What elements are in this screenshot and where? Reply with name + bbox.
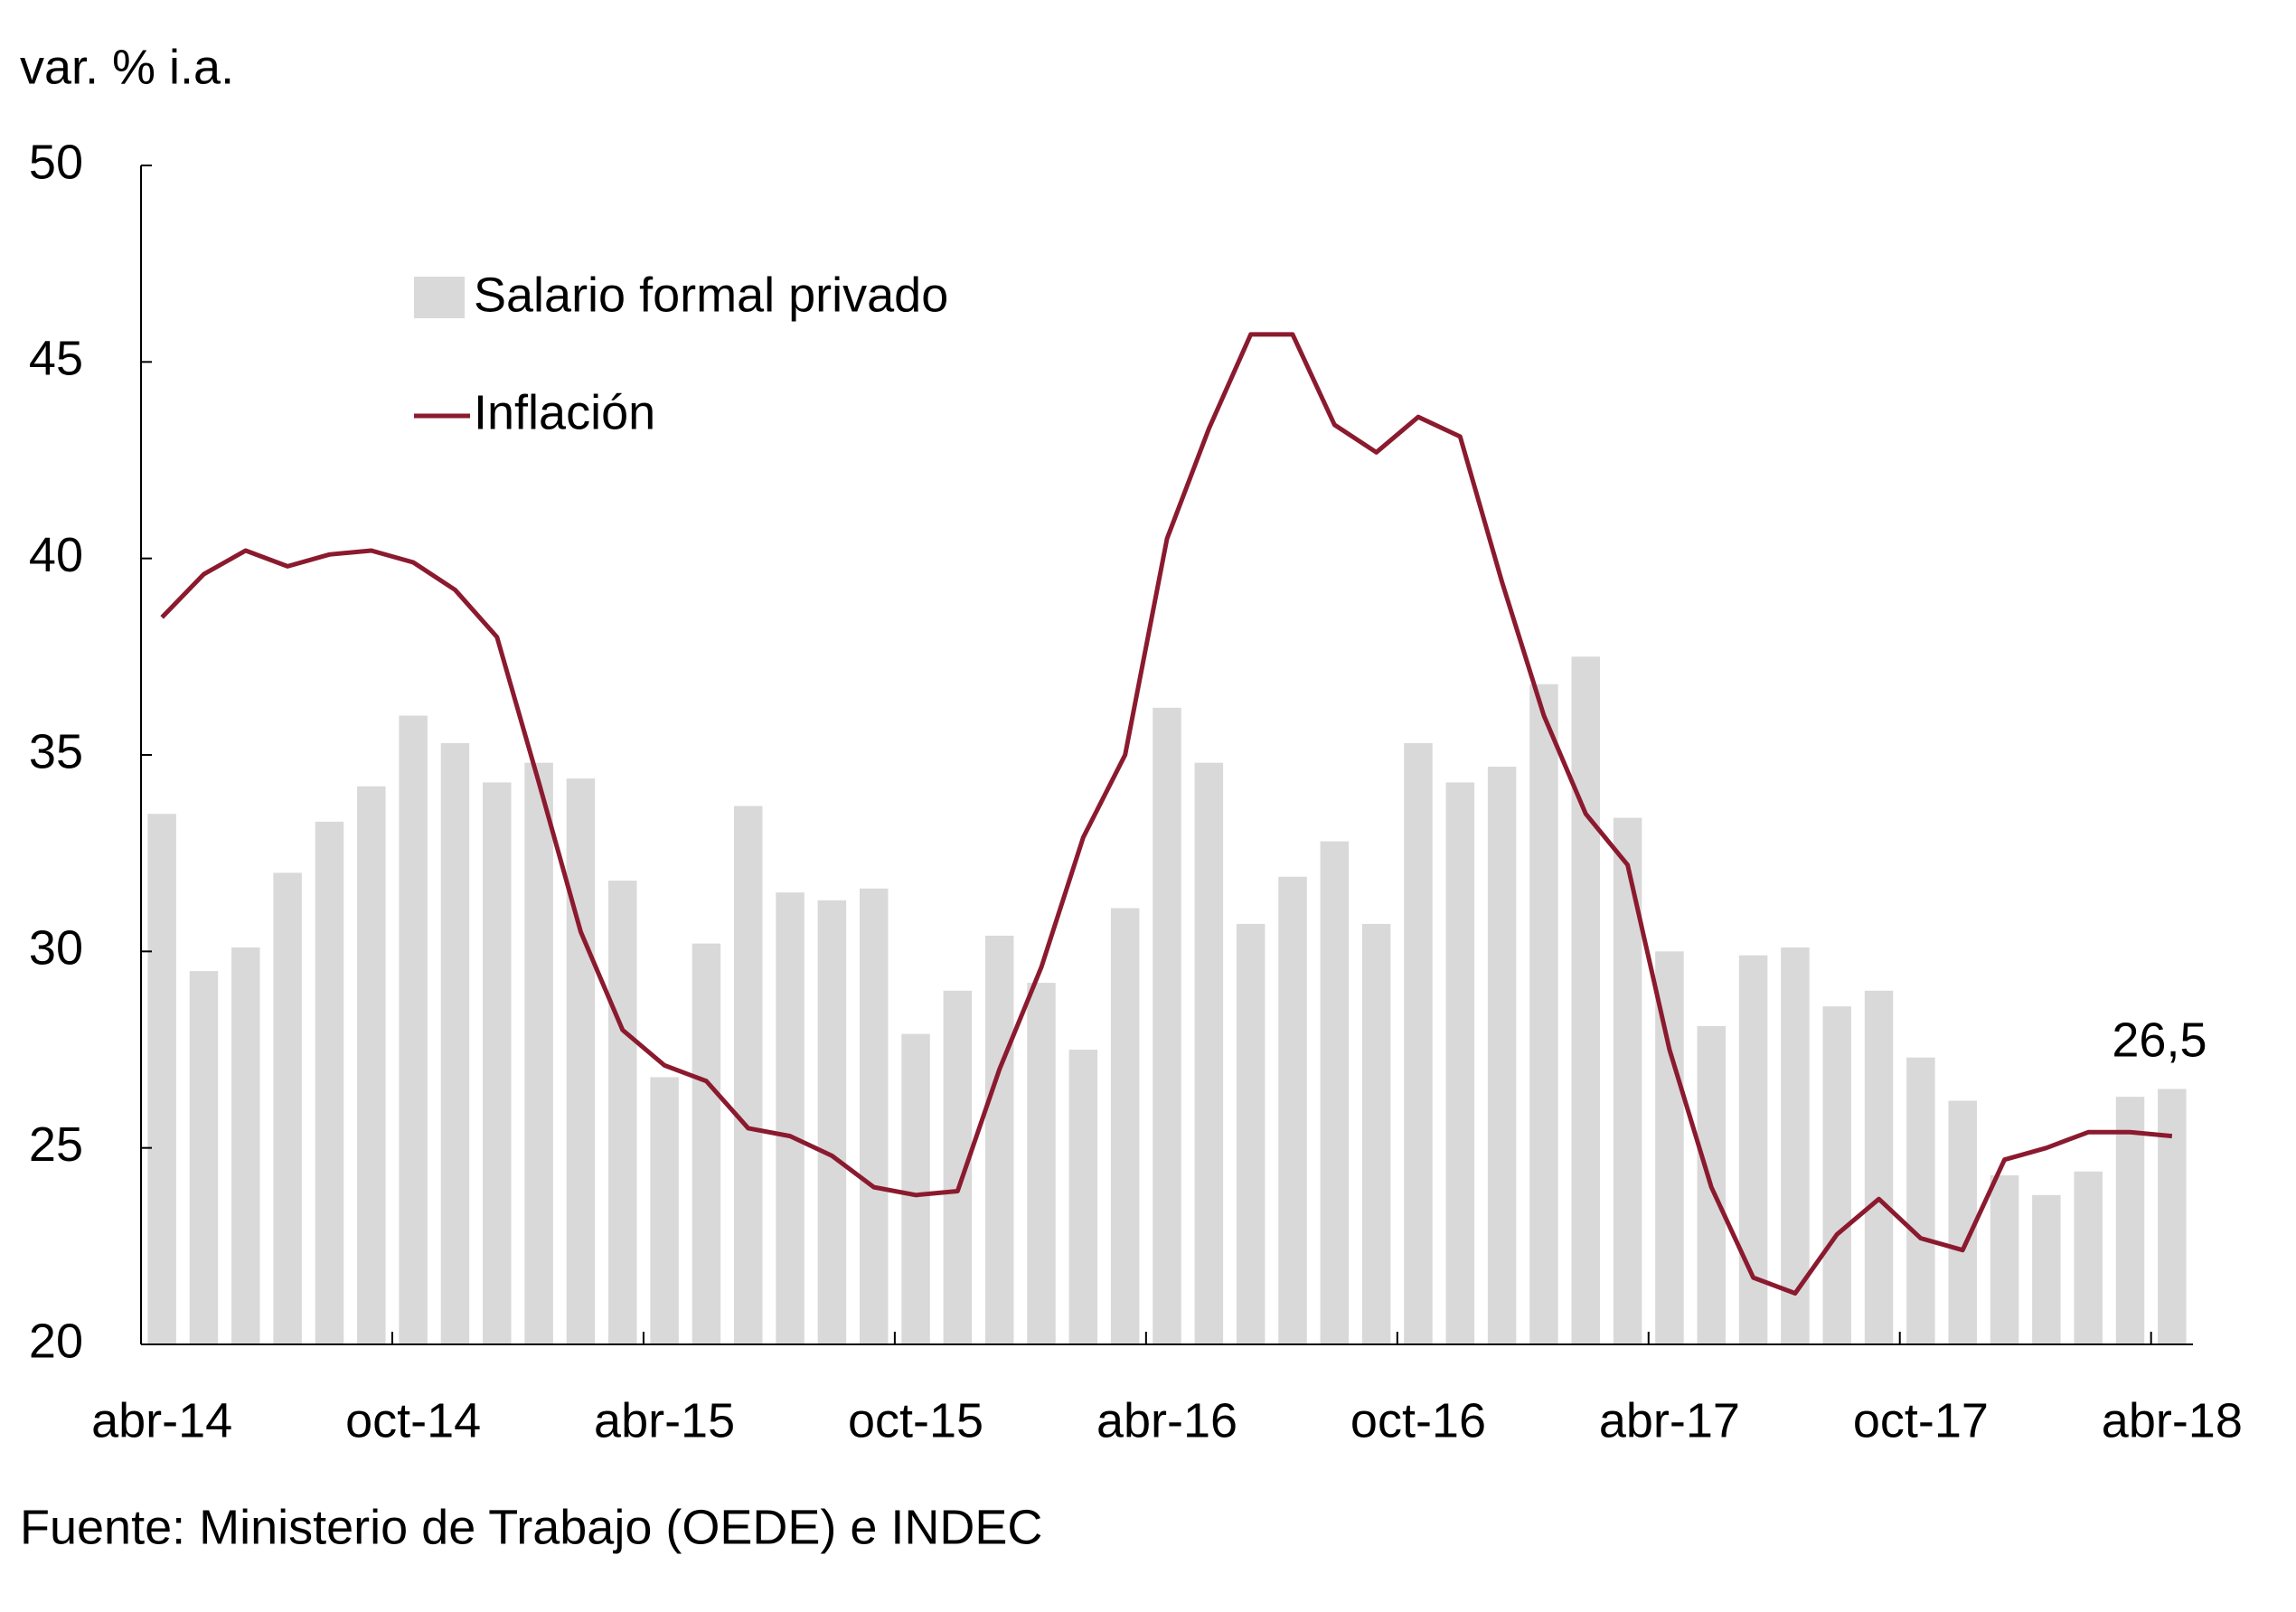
bar — [1320, 841, 1350, 1344]
bar — [1110, 908, 1140, 1344]
bar — [1613, 817, 1642, 1344]
bar — [273, 872, 302, 1344]
x-tick-label: abr-17 — [1599, 1393, 1740, 1447]
bar — [566, 778, 596, 1344]
x-tick-label: abr-18 — [2102, 1393, 2243, 1447]
bar — [1738, 955, 1768, 1344]
bar — [733, 806, 763, 1344]
bar — [1194, 762, 1224, 1344]
bar — [2115, 1097, 2145, 1344]
bar — [1153, 707, 1181, 1344]
bar — [1236, 923, 1266, 1344]
bar — [357, 786, 386, 1344]
y-tick-label: 45 — [29, 332, 83, 386]
bar — [1068, 1050, 1098, 1344]
source-note: Fuente: Ministerio de Trabajo (OEDE) e I… — [20, 1500, 1042, 1554]
bar — [2158, 1089, 2187, 1344]
bar — [2074, 1171, 2103, 1344]
bar — [315, 821, 344, 1344]
bar — [1990, 1175, 2019, 1344]
bar — [2032, 1194, 2061, 1344]
bar — [1445, 782, 1475, 1344]
bar — [147, 814, 176, 1344]
line — [160, 332, 2173, 1296]
legend-swatch — [414, 277, 465, 318]
bar — [1404, 742, 1433, 1344]
x-tick-label: abr-16 — [1096, 1393, 1237, 1447]
y-tick-label: 50 — [29, 135, 83, 189]
bar — [776, 892, 805, 1344]
bar — [1864, 990, 1894, 1344]
bar — [440, 742, 470, 1344]
x-tick-label: abr-15 — [594, 1393, 735, 1447]
x-tick-label: oct-14 — [345, 1393, 481, 1447]
x-tick-label: oct-16 — [1350, 1393, 1486, 1447]
bar — [1529, 683, 1558, 1344]
bar — [859, 888, 889, 1344]
x-tick-label: oct-17 — [1853, 1393, 1989, 1447]
bar — [231, 947, 260, 1344]
bar — [984, 935, 1014, 1344]
bar — [524, 762, 553, 1344]
bar — [1027, 983, 1056, 1344]
y-axis-label: var. % i.a. — [20, 40, 234, 94]
legend-label: Salario formal privado — [474, 268, 948, 322]
y-tick-label: 25 — [29, 1117, 83, 1172]
bar — [1487, 767, 1517, 1344]
bar — [1906, 1057, 1935, 1344]
y-tick-label: 35 — [29, 724, 83, 778]
x-tick-label: oct-15 — [848, 1393, 983, 1447]
bar — [483, 782, 512, 1344]
bar — [692, 943, 721, 1344]
bar — [189, 971, 219, 1344]
y-tick-label: 40 — [29, 528, 83, 582]
bar — [901, 1033, 930, 1344]
legend-label: Inflación — [474, 385, 655, 439]
bar — [1361, 923, 1391, 1344]
bar — [650, 1077, 679, 1344]
x-tick-label: abr-14 — [91, 1393, 232, 1447]
bar — [1822, 1006, 1851, 1344]
bar — [817, 900, 847, 1344]
bar — [1571, 656, 1601, 1344]
bar — [1278, 876, 1307, 1344]
y-tick-label: 20 — [29, 1314, 83, 1368]
value-label: 26,5 — [2112, 1013, 2207, 1068]
bar — [608, 881, 637, 1344]
bar — [399, 715, 428, 1344]
bar — [1781, 947, 1810, 1344]
y-tick-label: 30 — [29, 921, 83, 976]
bar — [1948, 1100, 1977, 1344]
